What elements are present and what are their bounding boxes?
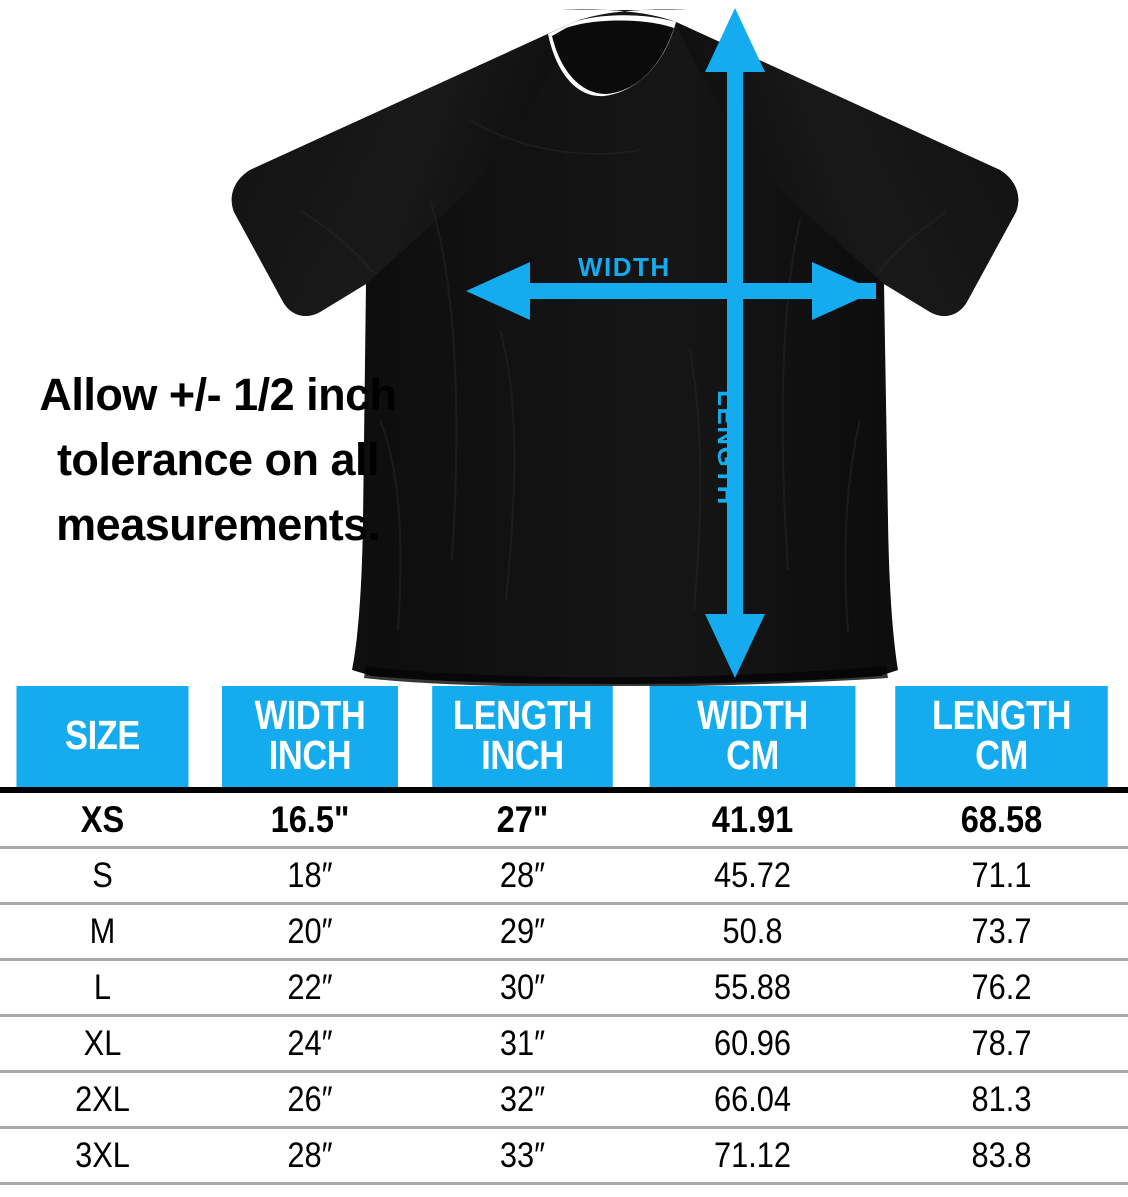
- cell-width-cm: 76.2: [644, 1183, 861, 1197]
- cell-length-inch: 34″: [427, 1183, 618, 1197]
- header-width-inch-bottom: INCH: [268, 732, 352, 779]
- cell-width-inch: 30″: [217, 1183, 403, 1197]
- cell-width-cm: 71.12: [644, 1127, 861, 1186]
- table-row: S 18″ 28″ 45.72 71.1: [0, 847, 1128, 906]
- cell-size: XS: [12, 790, 193, 850]
- table-row: 2XL 26″ 32″ 66.04 81.3: [0, 1071, 1128, 1130]
- shirt-shape: [231, 9, 1019, 686]
- cell-width-inch: 26″: [217, 1071, 403, 1130]
- header-row: SIZE WIDTH INCH LENGTH INCH WIDTH CM LEN…: [0, 686, 1128, 791]
- cell-length-cm: 78.7: [890, 1015, 1113, 1074]
- cell-length-inch: 28″: [427, 847, 618, 906]
- header-width-cm-top: WIDTH: [697, 692, 808, 738]
- header-width-cm-bottom: CM: [726, 732, 779, 779]
- cell-width-cm: 66.04: [644, 1071, 861, 1130]
- garment-illustration: Allow +/- 1/2 inch tolerance on all meas…: [8, 8, 1019, 686]
- header-length-inch: LENGTH INCH: [432, 686, 613, 791]
- header-length-inch-bottom: INCH: [481, 732, 564, 779]
- tolerance-line-1: Allow +/- 1/2 inch: [39, 369, 397, 420]
- size-chart-table: SIZE WIDTH INCH LENGTH INCH WIDTH CM LEN…: [0, 686, 1128, 1197]
- cell-length-inch: 32″: [427, 1071, 618, 1130]
- cell-size: S: [12, 847, 193, 906]
- cell-size: 3XL: [12, 1127, 193, 1186]
- cell-size: 4XL: [12, 1183, 193, 1197]
- width-label: WIDTH: [578, 252, 671, 282]
- cell-width-inch: 24″: [217, 1015, 403, 1074]
- cell-length-inch: 30″: [427, 959, 618, 1018]
- cell-length-cm: 76.2: [890, 959, 1113, 1018]
- cell-width-inch: 18″: [217, 847, 403, 906]
- cell-length-inch: 33″: [427, 1127, 618, 1186]
- tolerance-line-3: measurements.: [56, 498, 380, 550]
- cell-length-inch: 29″: [427, 903, 618, 962]
- cell-size: M: [12, 903, 193, 962]
- table-row: L 22″ 30″ 55.88 76.2: [0, 959, 1128, 1018]
- cell-size: XL: [12, 1015, 193, 1074]
- length-label: LENGTH: [712, 390, 742, 506]
- cell-length-cm: 71.1: [890, 847, 1113, 906]
- table-row: M 20″ 29″ 50.8 73.7: [0, 903, 1128, 962]
- cell-length-inch: 31″: [427, 1015, 618, 1074]
- cell-size: 2XL: [12, 1071, 193, 1130]
- header-size: SIZE: [16, 686, 189, 791]
- table-row: XS 16.5" 27" 41.91 68.58: [0, 790, 1128, 850]
- cell-length-cm: 81.3: [890, 1071, 1113, 1130]
- table-row: 3XL 28″ 33″ 71.12 83.8: [0, 1127, 1128, 1186]
- cell-width-cm: 60.96: [644, 1015, 861, 1074]
- header-width-inch: WIDTH INCH: [221, 686, 399, 791]
- cell-length-cm: 68.58: [890, 790, 1113, 850]
- cell-length-cm: 73.7: [890, 903, 1113, 962]
- tolerance-line-2: tolerance on all: [56, 433, 380, 485]
- cell-length-cm: 86.4: [890, 1183, 1113, 1197]
- cell-width-cm: 41.91: [644, 790, 861, 850]
- t-shirt-diagram: [231, 8, 1019, 686]
- header-width-inch-top: WIDTH: [254, 692, 366, 738]
- width-arrow: [466, 262, 876, 320]
- table-row: XL 24″ 31″ 60.96 78.7: [0, 1015, 1128, 1074]
- tolerance-note: Allow +/- 1/2 inch tolerance on all meas…: [8, 363, 428, 557]
- table-row: 4XL 30″ 34″ 76.2 86.4: [0, 1183, 1128, 1197]
- cell-width-inch: 20″: [217, 903, 403, 962]
- header-length-inch-top: LENGTH: [452, 692, 593, 738]
- table-header: SIZE WIDTH INCH LENGTH INCH WIDTH CM LEN…: [0, 686, 1128, 791]
- header-size-top: SIZE: [65, 712, 140, 759]
- header-length-cm-top: LENGTH: [931, 692, 1072, 738]
- cell-width-cm: 55.88: [644, 959, 861, 1018]
- cell-width-inch: 22″: [217, 959, 403, 1018]
- cell-size: L: [12, 959, 193, 1018]
- header-length-cm: LENGTH CM: [895, 686, 1108, 791]
- header-width-cm: WIDTH CM: [649, 686, 856, 791]
- cell-width-inch: 28″: [217, 1127, 403, 1186]
- cell-width-cm: 50.8: [644, 903, 861, 962]
- cell-width-inch: 16.5": [217, 790, 403, 850]
- table-body: XS 16.5" 27" 41.91 68.58 S 18″ 28″ 45.72 71.1 M 20″…: [0, 790, 1128, 1197]
- header-length-cm-bottom: CM: [975, 732, 1028, 779]
- cell-length-cm: 83.8: [890, 1127, 1113, 1186]
- length-arrow: [705, 8, 765, 678]
- cell-length-inch: 27": [427, 790, 618, 850]
- cell-width-cm: 45.72: [644, 847, 861, 906]
